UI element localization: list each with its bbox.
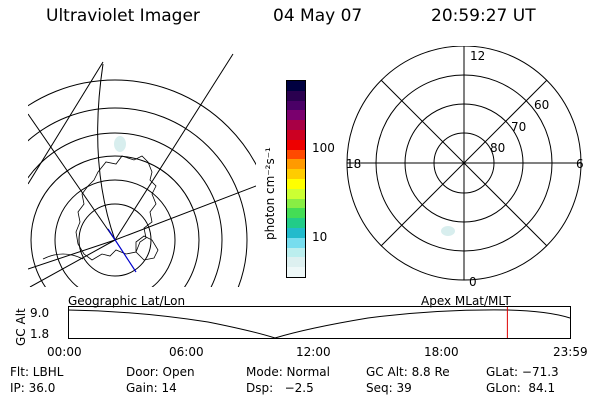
mlt-label-12: 12 [470,49,485,63]
mlat-label-60: 60 [534,98,549,112]
polar-mlt-plot: 12 18 6 0 60 70 80 [346,46,584,289]
colorbar-segment [287,129,305,140]
ip-value: IP: 36.0 [10,381,56,395]
meridian-line [29,239,116,287]
colorbar-segment [287,110,305,121]
x-tick-1800: 18:00 [424,345,459,359]
colorbar-segment [287,237,305,248]
seq-value: Seq: 39 [366,381,412,395]
altitude-timeline [68,306,571,339]
glat-value: GLat: −71.3 [486,365,559,379]
timeline-axis-label: GC Alt [14,308,28,346]
x-tick-1200: 12:00 [296,345,331,359]
colorbar-segment [287,100,305,111]
lat-circle [28,79,256,166]
timeline-left-title: Geographic Lat/Lon [68,294,186,308]
colorbar-segment [287,188,305,199]
x-tick-0600: 06:00 [169,345,204,359]
colorbar-segment [287,247,305,258]
mlat-label-80: 80 [490,141,505,155]
coastline [135,235,159,261]
x-tick-0000: 00:00 [47,345,82,359]
mlat-label-70: 70 [511,120,526,134]
colorbar-segment [287,267,305,277]
colorbar-segment [287,139,305,150]
mlt-label-6: 6 [576,157,584,171]
coastline [75,155,157,261]
lat-circle [30,155,200,287]
colorbar-segment [287,178,305,189]
lat-circle [54,179,176,287]
filter-value: Flt: LBHL [10,365,64,379]
mode-value: Mode: Normal [246,365,330,379]
colorbar-segment [287,257,305,268]
orbit-track [107,228,137,273]
timeline-y-top: 9.0 [30,306,50,320]
lat-circle [28,107,248,287]
meridian-line [97,63,116,241]
colorbar-segment [287,120,305,130]
timeline-y-bottom: 1.8 [30,327,50,341]
colorbar-segment [287,227,305,238]
meridian-line [114,53,234,241]
gc-alt-value: GC Alt: 8.8 Re [366,365,450,379]
meridian-line [28,113,116,241]
colorbar-segment [287,169,305,179]
aurora-patch [441,226,455,236]
glon-value: GLon: 84.1 [486,381,556,395]
altitude-curve [68,309,571,339]
aurora-patch [114,136,126,152]
instrument-title: Ultraviolet Imager [46,6,200,26]
image-date: 04 May 07 [273,6,363,26]
geographic-image [28,53,256,287]
colorbar-unit-label: photon cm⁻²s⁻¹ [263,147,277,240]
coastline [42,253,84,260]
colorbar-tick-10: 10 [312,230,328,244]
lat-circle [78,203,152,277]
colorbar-segment [287,90,305,101]
colorbar-segment [287,149,305,160]
mlt-label-0: 0 [469,275,477,289]
lat-circle [28,132,223,287]
timeline-right-title: Apex MLat/MLT [421,294,511,308]
image-time: 20:59:27 UT [431,6,536,26]
mlt-label-18: 18 [346,157,361,171]
gain-value: Gain: 14 [126,381,177,395]
x-tick-2359: 23:59 [553,345,588,359]
door-status: Door: Open [126,365,195,379]
colorbar-segment [287,159,305,170]
colorbar-segment [287,218,305,228]
polar-axis-line [380,79,548,247]
colorbar-segment [287,81,305,91]
colorbar-segment [287,208,305,219]
timeline-frame [68,306,571,339]
dsp-value: Dsp: −2.5 [246,381,314,395]
colorbar-segment [287,198,305,209]
color-scale-bar [286,80,306,278]
terminator-line [28,61,104,185]
colorbar-tick-100: 100 [312,141,335,155]
meridian-line [114,185,256,241]
